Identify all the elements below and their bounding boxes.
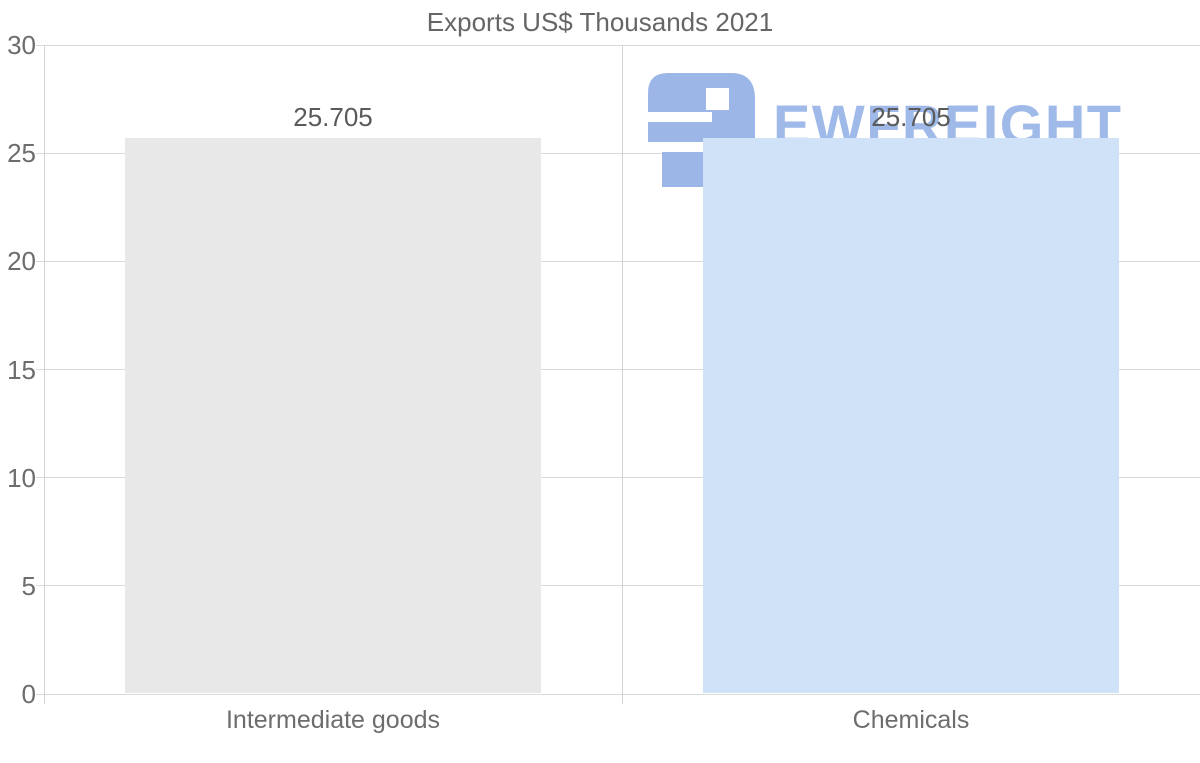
bar-value-label: 25.705 [293,101,373,132]
gridline-y30 [36,44,1200,46]
y-axis-tick-label: 10 [7,462,36,493]
gridline-y25 [36,152,1200,154]
y-axis-tick-label: 0 [21,679,36,709]
y-axis-tick-label: 20 [7,246,36,277]
gridline-y15 [36,369,1200,370]
gridline-y10 [36,477,1200,479]
bar-chemicals[interactable] [702,137,1120,693]
category-divider-line [622,45,623,704]
gridline-y0 [36,693,1200,695]
x-axis-category-label: Chemicals [852,706,970,734]
y-axis-tick-label: 15 [7,354,36,385]
y-axis-tick-label: 25 [7,138,36,169]
bar-value-label: 25.705 [871,101,951,132]
bar-intermediate-goods[interactable] [124,137,542,693]
gridline-y20 [36,260,1200,262]
gridline-y5 [36,585,1200,587]
chart-title: Exports US$ Thousands 2021 [426,7,774,37]
y-axis-tick-label: 30 [7,30,36,60]
y-axis-line [44,45,45,704]
y-axis-tick-label: 5 [21,570,36,601]
x-axis-category-label: Intermediate goods [225,706,441,734]
